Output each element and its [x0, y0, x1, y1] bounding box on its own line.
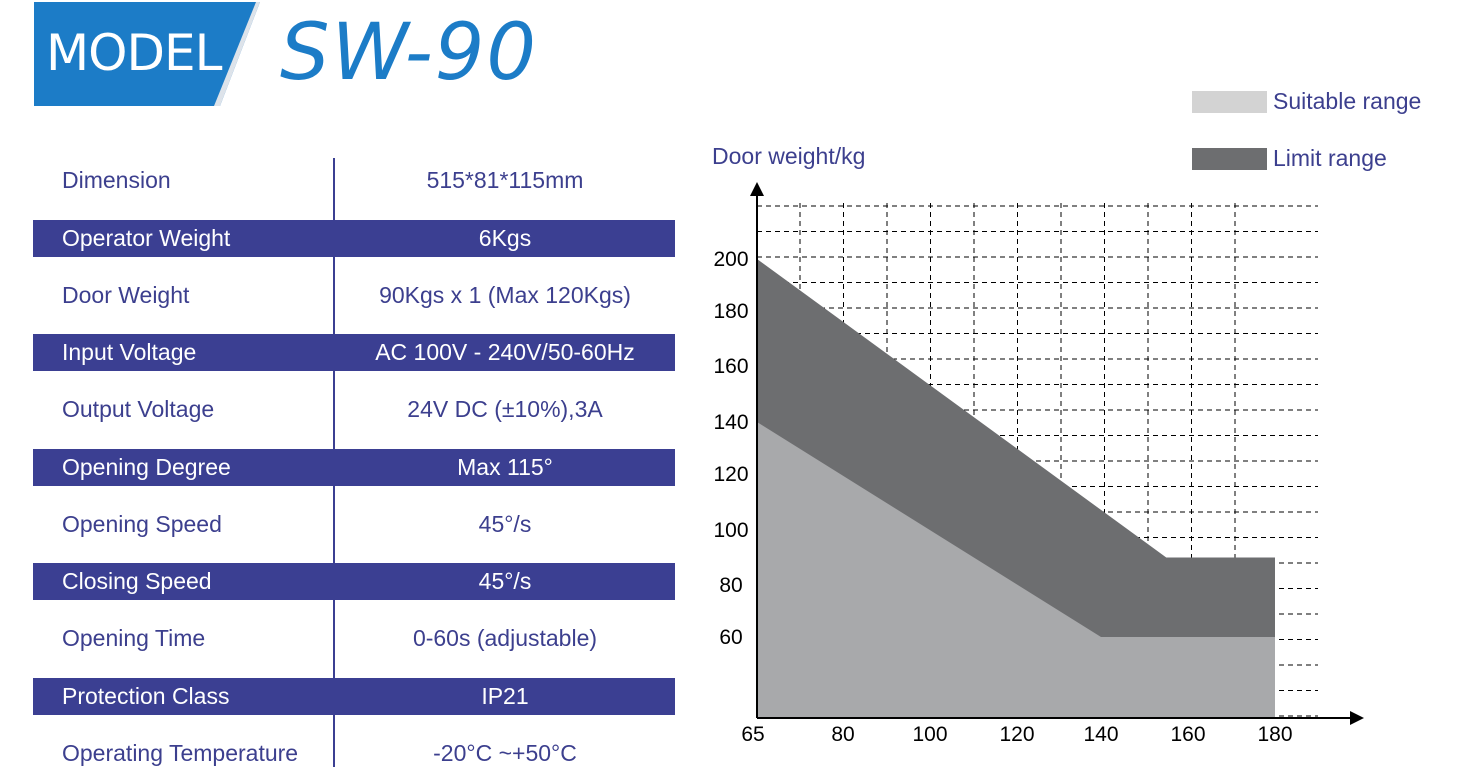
- x-tick-label: 140: [1083, 723, 1118, 746]
- y-tick-label: 180: [713, 300, 748, 323]
- x-tick-label: 65: [741, 723, 764, 746]
- x-tick-label: 100: [912, 723, 947, 746]
- y-axis-arrow: [750, 182, 764, 196]
- y-tick-label: 60: [719, 626, 742, 649]
- y-tick-label: 140: [713, 411, 748, 434]
- y-tick-label: 80: [719, 574, 742, 597]
- x-tick-label: 160: [1170, 723, 1205, 746]
- y-tick-label: 120: [713, 463, 748, 486]
- x-tick-label: 120: [999, 723, 1034, 746]
- x-axis-arrow: [1350, 711, 1364, 725]
- y-tick-label: 160: [713, 355, 748, 378]
- y-tick-label: 100: [713, 519, 748, 542]
- y-tick-label: 200: [713, 248, 748, 271]
- x-tick-label: 80: [831, 723, 854, 746]
- x-tick-label: 180: [1257, 723, 1292, 746]
